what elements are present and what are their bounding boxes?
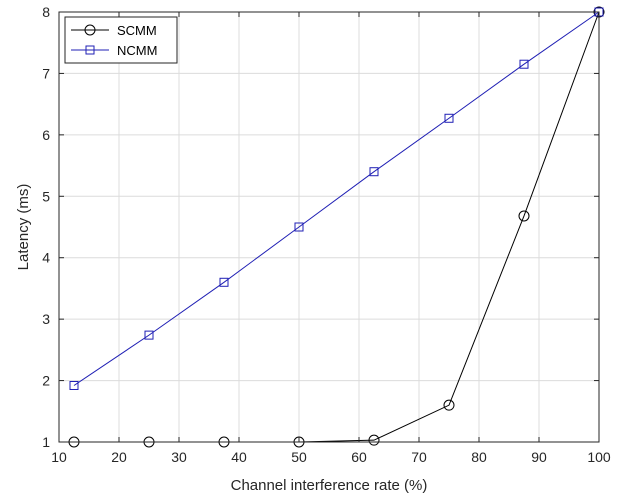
x-tick-label: 70 xyxy=(411,449,427,465)
series-line-ncmm xyxy=(73,11,600,386)
x-tick-label: 100 xyxy=(587,449,611,465)
data-point-ncmm xyxy=(294,222,304,232)
x-tick-label: 90 xyxy=(531,449,547,465)
y-tick-label: 8 xyxy=(42,4,50,20)
x-tick-label: 80 xyxy=(471,449,487,465)
grid xyxy=(59,12,599,442)
y-tick-label: 2 xyxy=(42,373,50,389)
plot-frame xyxy=(58,11,600,443)
data-point-ncmm xyxy=(444,113,454,123)
y-tick-label: 7 xyxy=(42,65,50,81)
data-point-ncmm xyxy=(69,380,79,390)
series-ncmm xyxy=(69,7,604,390)
y-tick-label: 5 xyxy=(42,188,50,204)
x-tick-label: 40 xyxy=(231,449,247,465)
data-point-ncmm xyxy=(369,167,379,177)
data-point-ncmm xyxy=(219,277,229,287)
legend-label-scmm: SCMM xyxy=(117,23,157,38)
y-tick-label: 1 xyxy=(42,434,50,450)
x-tick-label: 60 xyxy=(351,449,367,465)
x-axis-label: Channel interference rate (%) xyxy=(231,477,428,494)
x-tick-label: 10 xyxy=(51,449,67,465)
y-tick-label: 3 xyxy=(42,311,50,327)
x-tick-label: 20 xyxy=(111,449,127,465)
ticks: 10 20 30 40 50 60 70 80 90 100 1 2 3 4 5 6 7 8 xyxy=(42,4,611,465)
data-point-scmm xyxy=(443,399,455,411)
legend-marker-scmm xyxy=(84,24,96,36)
data-point-scmm xyxy=(518,210,530,222)
legend-label-ncmm: NCMM xyxy=(117,43,157,58)
plot-background xyxy=(59,12,599,442)
x-tick-label: 50 xyxy=(291,449,307,465)
data-point-scmm xyxy=(368,434,380,446)
y-axis-label: Latency (ms) xyxy=(15,184,32,271)
legend: SCMM NCMM xyxy=(64,16,178,64)
x-tick-label: 30 xyxy=(171,449,187,465)
y-tick-label: 6 xyxy=(42,127,50,143)
legend-box xyxy=(64,16,178,64)
data-point-ncmm xyxy=(519,59,529,69)
y-tick-label: 4 xyxy=(42,250,50,266)
legend-marker-ncmm xyxy=(85,45,95,55)
data-point-ncmm xyxy=(144,330,154,340)
